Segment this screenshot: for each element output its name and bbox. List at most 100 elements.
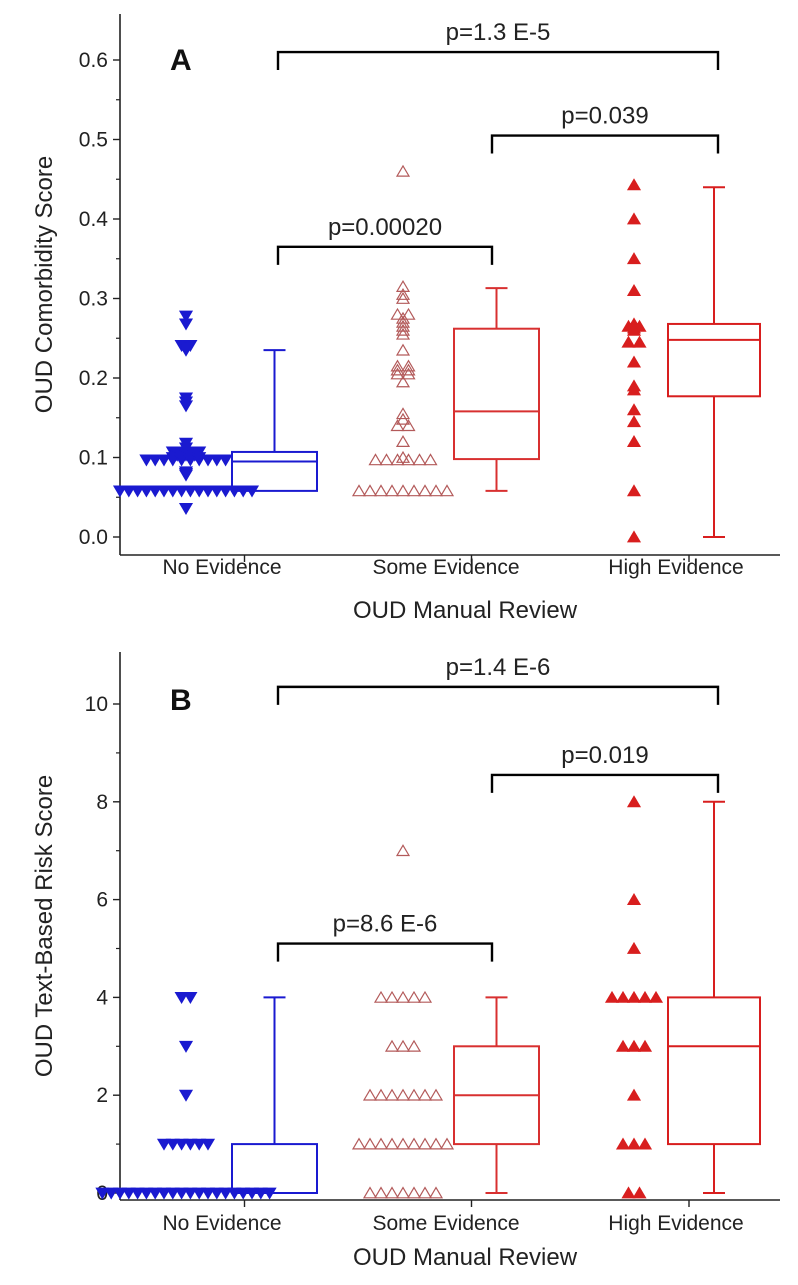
data-point [178, 400, 194, 413]
data-point [390, 307, 405, 320]
data-point [406, 1137, 422, 1150]
data-point [362, 1137, 378, 1150]
data-point [373, 1186, 389, 1199]
data-point [178, 469, 194, 482]
x-tick-label: Some Evidence [372, 556, 519, 579]
data-point [362, 484, 378, 497]
y-tick-label: 10 [85, 693, 108, 716]
y-tick-label: 0.4 [79, 208, 109, 231]
y-tick-label: 0.5 [79, 129, 108, 152]
x-axis-title: OUD Manual Review [353, 597, 578, 624]
data-point [130, 1187, 145, 1200]
data-point [200, 485, 216, 498]
data-point [209, 1187, 224, 1200]
data-point [368, 453, 383, 466]
data-point [104, 1187, 119, 1200]
data-point [218, 485, 233, 498]
bracket-line [276, 50, 720, 71]
data-point [626, 1088, 642, 1101]
data-point [379, 453, 394, 466]
data-point [406, 1186, 422, 1199]
data-point [632, 1186, 647, 1199]
data-point [384, 1088, 400, 1101]
data-point [626, 212, 642, 225]
data-point [192, 485, 207, 498]
bracket-line [276, 942, 494, 962]
y-tick-label: 2 [96, 1084, 108, 1107]
p-value-label: p=8.6 E-6 [333, 911, 438, 938]
data-point [112, 1187, 128, 1200]
data-point [395, 1088, 411, 1101]
x-axis-title: OUD Manual Review [353, 1244, 578, 1271]
data-point [165, 1187, 180, 1200]
data-point [626, 355, 642, 368]
significance-bracket: p=1.4 E-6 [276, 654, 720, 705]
data-point [395, 1137, 411, 1150]
data-point [626, 1137, 642, 1150]
data-point [615, 1039, 631, 1052]
data-point [428, 484, 444, 497]
data-point [406, 484, 422, 497]
data-point [395, 1186, 411, 1199]
data-point [209, 485, 224, 498]
data-point [156, 1138, 172, 1151]
data-point [626, 795, 642, 808]
data-point [626, 530, 642, 543]
data-point [395, 315, 411, 328]
data-point [417, 1186, 433, 1199]
data-point [218, 1187, 233, 1200]
data-point [148, 454, 163, 467]
data-point [604, 990, 620, 1003]
data-point [174, 454, 189, 467]
data-point [395, 311, 411, 324]
data-point [373, 484, 389, 497]
y-tick-label: 4 [96, 986, 108, 1009]
data-point [626, 403, 642, 416]
x-tick-label: Some Evidence [372, 1212, 519, 1235]
data-point [428, 1088, 444, 1101]
data-point [401, 359, 416, 372]
data-point [156, 1187, 172, 1200]
data-point [637, 1039, 653, 1052]
box-iqr [453, 327, 540, 461]
data-point [395, 319, 411, 332]
data-point [192, 454, 207, 467]
data-point [95, 1187, 110, 1200]
p-value-label: p=0.019 [561, 742, 648, 769]
box-iqr [231, 1143, 318, 1194]
data-point [390, 363, 405, 376]
data-point [615, 1137, 631, 1150]
p-value-label: p=1.4 E-6 [446, 654, 551, 681]
data-point [395, 990, 411, 1003]
data-point [390, 367, 405, 380]
significance-bracket: p=0.039 [490, 103, 720, 154]
data-point [384, 1186, 400, 1199]
data-point [412, 453, 427, 466]
data-point [395, 484, 411, 497]
data-point [406, 1088, 422, 1101]
bracket-line [276, 245, 494, 265]
data-point [156, 485, 172, 498]
box-iqr [667, 322, 761, 398]
data-point [626, 252, 642, 265]
data-point [351, 1137, 367, 1150]
data-point [174, 485, 189, 498]
data-point [428, 1186, 444, 1199]
data-point [395, 164, 411, 177]
y-tick-label: 6 [96, 889, 108, 912]
data-point [112, 485, 128, 498]
data-point [395, 412, 411, 425]
panel-a: 0.0 0.1 0.2 0.3 0.4 0.5 0.6 No Evidence Some Evi… [31, 14, 780, 624]
data-point [178, 1040, 194, 1053]
data-point [395, 327, 411, 340]
panel-label: B [170, 684, 192, 717]
data-point [395, 435, 411, 447]
data-point [406, 1039, 422, 1052]
y-tick-label: 0.0 [79, 526, 108, 549]
y-axis-title: OUD Comorbidity Score [31, 156, 58, 413]
data-point [637, 990, 653, 1003]
data-point [183, 991, 198, 1004]
data-point [192, 1138, 207, 1151]
